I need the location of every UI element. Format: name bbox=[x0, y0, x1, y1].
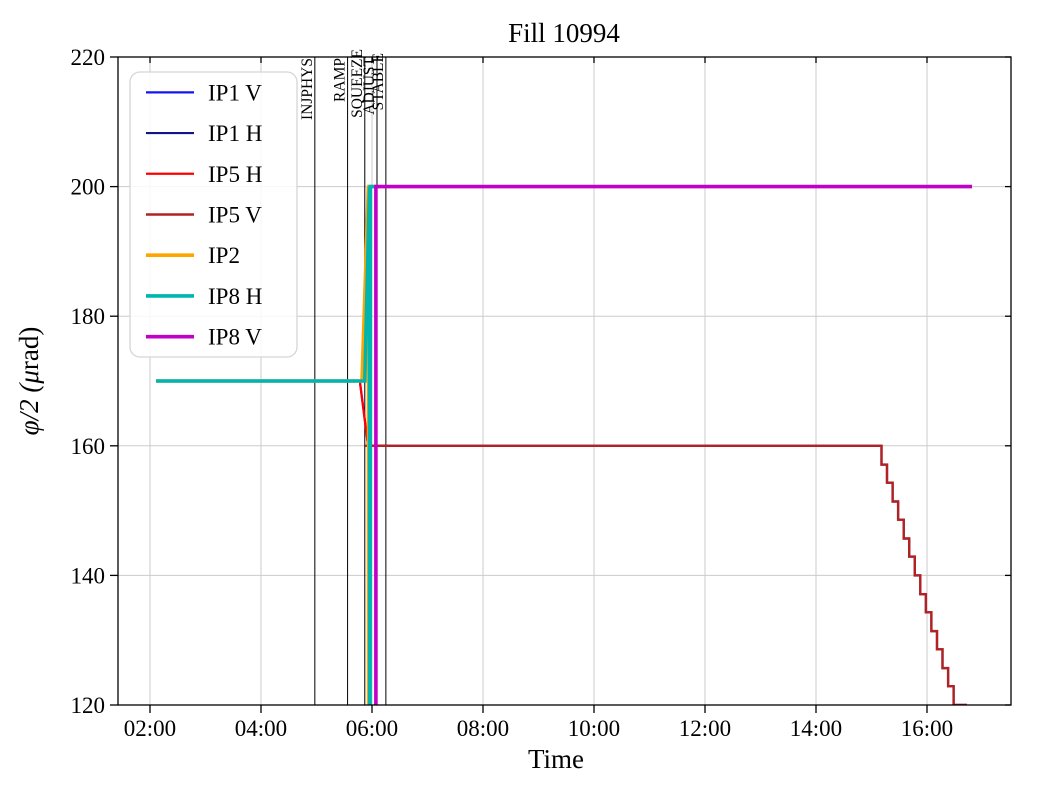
y-tick-label: 220 bbox=[71, 45, 106, 70]
legend-box bbox=[129, 71, 298, 358]
series-line-ip1-v bbox=[156, 379, 389, 447]
y-tick-label: 140 bbox=[71, 563, 106, 588]
y-tick-label: 160 bbox=[71, 434, 106, 459]
y-tick-label: 120 bbox=[71, 693, 106, 718]
beam-mode-label: SQUEEZE bbox=[349, 49, 366, 118]
x-tick-label: 14:00 bbox=[790, 716, 842, 741]
y-tick-label: 200 bbox=[71, 175, 106, 200]
series-line-ip8-v bbox=[374, 184, 972, 705]
series-line-ip8-h bbox=[156, 184, 379, 705]
y-axis-label-unit: rad) bbox=[14, 327, 44, 370]
legend-label-ip5-h: IP5 H bbox=[208, 162, 262, 187]
beam-mode-label: INJPHYS bbox=[299, 58, 316, 120]
x-tick-label: 02:00 bbox=[124, 716, 176, 741]
x-tick-label: 04:00 bbox=[235, 716, 287, 741]
beam-mode-label: RAMP bbox=[332, 58, 349, 102]
beam-mode-label: STABLE bbox=[370, 53, 387, 110]
beam-mode-label: ADJUST bbox=[361, 56, 378, 114]
legend: IP1 V IP1 H IP5 H IP5 V IP2 IP8 H IP8 V bbox=[129, 71, 298, 358]
legend-label-ip1-h: IP1 H bbox=[208, 121, 262, 146]
tick-layer: 02:00 04:00 06:00 08:00 10:00 12:00 14:00 16:00… bbox=[71, 45, 1011, 741]
series-line-ip5-v bbox=[365, 444, 967, 705]
x-axis-label: Time bbox=[528, 744, 584, 774]
series-line-ip5-h bbox=[156, 379, 389, 447]
x-tick-label: 06:00 bbox=[346, 716, 398, 741]
legend-label-ip2: IP2 bbox=[208, 243, 240, 268]
y-axis-label-math: φ/2 (μ bbox=[14, 370, 44, 435]
legend-label-ip8-v: IP8 V bbox=[208, 325, 262, 350]
series-layer bbox=[156, 184, 972, 705]
x-tick-label: 12:00 bbox=[679, 716, 731, 741]
legend-label-ip5-v: IP5 V bbox=[208, 203, 262, 228]
x-tick-label: 10:00 bbox=[568, 716, 620, 741]
axes-spines bbox=[117, 56, 1012, 706]
legend-label-ip1-v: IP1 V bbox=[208, 80, 262, 105]
legend-label-ip8-h: IP8 H bbox=[208, 284, 262, 309]
chart-title: Fill 10994 bbox=[508, 18, 620, 48]
plot-border bbox=[117, 56, 1012, 706]
x-tick-label: 16:00 bbox=[901, 716, 953, 741]
x-tick-label: 08:00 bbox=[457, 716, 509, 741]
y-tick-label: 180 bbox=[71, 304, 106, 329]
y-axis-label: φ/2 (μrad) bbox=[14, 327, 44, 436]
